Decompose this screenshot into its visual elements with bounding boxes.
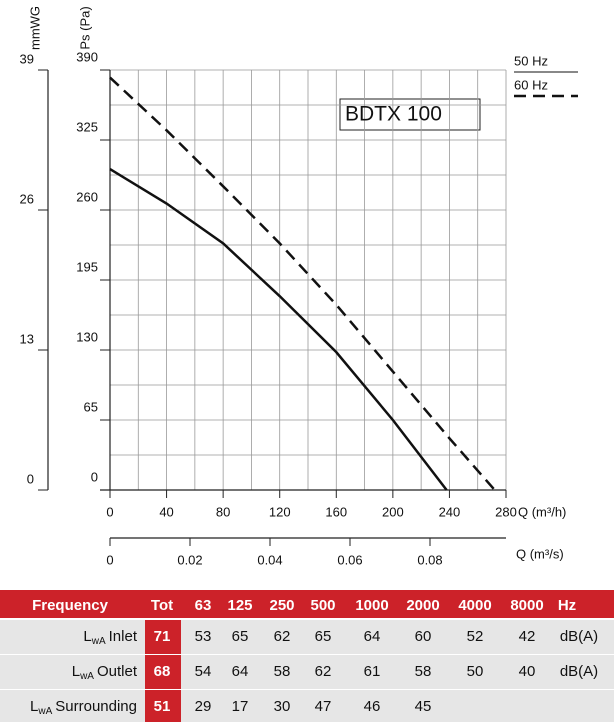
y-tick-label: 0 <box>91 469 98 484</box>
row-label-main: L <box>30 698 38 715</box>
band-value: 58 <box>274 663 291 680</box>
band-value: 61 <box>364 663 381 680</box>
tot-value: 51 <box>154 698 171 715</box>
y2-axis-label: mmWG <box>27 6 42 50</box>
x-tick-label: 0 <box>106 504 113 519</box>
row-label-sub: wA <box>79 671 94 682</box>
table-header: Tot <box>151 597 173 614</box>
x-tick-label: 200 <box>382 504 404 519</box>
x2-tick-label: 0.02 <box>177 552 202 567</box>
row-label: LwA Inlet <box>83 628 137 647</box>
tot-value: 68 <box>154 663 171 680</box>
band-value: 65 <box>315 628 332 645</box>
legend-label: 60 Hz <box>514 77 548 92</box>
y2-tick-label: 13 <box>20 331 34 346</box>
y-tick-label: 390 <box>76 49 98 64</box>
x-tick-label: 280 <box>495 504 517 519</box>
x-tick-label: 80 <box>216 504 230 519</box>
band-value: 64 <box>364 628 381 645</box>
band-value: 52 <box>467 628 484 645</box>
band-value: 60 <box>415 628 432 645</box>
band-value: 58 <box>415 663 432 680</box>
table-row-bg <box>0 620 614 654</box>
series-line <box>109 168 448 491</box>
table-row-bg <box>0 690 614 722</box>
row-label-main: L <box>72 663 80 680</box>
tot-value: 71 <box>154 628 171 645</box>
row-label: LwA Surrounding <box>30 698 137 717</box>
band-value: 53 <box>195 628 212 645</box>
table-header: 2000 <box>406 597 439 614</box>
x2-tick-label: 0.08 <box>417 552 442 567</box>
band-value: 40 <box>519 663 536 680</box>
y-tick-label: 260 <box>76 189 98 204</box>
x2-tick-label: 0.06 <box>337 552 362 567</box>
y2-tick-label: 39 <box>20 51 34 66</box>
table-header: 4000 <box>458 597 491 614</box>
x-tick-label: 240 <box>439 504 461 519</box>
title-box <box>339 98 481 131</box>
y-tick-label: 325 <box>76 119 98 134</box>
table-row-bg <box>0 655 614 689</box>
table-header: 1000 <box>355 597 388 614</box>
chart-title: BDTX 100 <box>345 103 442 126</box>
y-tick-label: 195 <box>76 259 98 274</box>
row-label-name: Inlet <box>109 628 138 645</box>
unit: dB(A) <box>560 663 598 680</box>
band-value: 64 <box>232 663 249 680</box>
series-line <box>109 76 496 491</box>
band-value: 30 <box>274 698 291 715</box>
band-value: 42 <box>519 628 536 645</box>
row-label: LwA Outlet <box>72 663 138 682</box>
band-value: 45 <box>415 698 432 715</box>
x2-axis-label: Q (m³/s) <box>516 546 564 561</box>
table-header: 500 <box>310 597 335 614</box>
unit: dB(A) <box>560 628 598 645</box>
band-value: 65 <box>232 628 249 645</box>
row-label-name: Outlet <box>97 663 138 680</box>
x2-tick-label: 0.04 <box>257 552 282 567</box>
band-value: 54 <box>195 663 212 680</box>
y-axis-label: Ps (Pa) <box>77 6 92 49</box>
table-header: 125 <box>227 597 252 614</box>
y-tick-label: 130 <box>76 329 98 344</box>
row-label-sub: wA <box>37 706 52 717</box>
x2-tick-label: 0 <box>106 552 113 567</box>
band-value: 47 <box>315 698 332 715</box>
table-tot-bg <box>145 620 181 654</box>
x-tick-label: 160 <box>325 504 347 519</box>
y2-tick-label: 0 <box>27 471 34 486</box>
table-tot-bg <box>145 655 181 689</box>
band-value: 17 <box>232 698 249 715</box>
row-label-main: L <box>83 628 91 645</box>
x-tick-label: 120 <box>269 504 291 519</box>
table-header: 8000 <box>510 597 543 614</box>
y-tick-label: 65 <box>84 399 98 414</box>
x-axis-label: Q (m³/h) <box>518 504 566 519</box>
legend-label: 50 Hz <box>514 53 548 68</box>
row-label-sub: wA <box>91 636 106 647</box>
band-value: 50 <box>467 663 484 680</box>
row-label-name: Surrounding <box>55 698 137 715</box>
table-header: 250 <box>269 597 294 614</box>
band-value: 29 <box>195 698 212 715</box>
table-header: 63 <box>195 597 212 614</box>
x-tick-label: 40 <box>159 504 173 519</box>
band-value: 46 <box>364 698 381 715</box>
table-tot-bg <box>145 690 181 722</box>
band-value: 62 <box>315 663 332 680</box>
band-value: 62 <box>274 628 291 645</box>
table-header-bg <box>0 590 614 618</box>
table-header: Hz <box>558 597 576 614</box>
table-header: Frequency <box>32 597 109 614</box>
y2-tick-label: 26 <box>20 191 34 206</box>
